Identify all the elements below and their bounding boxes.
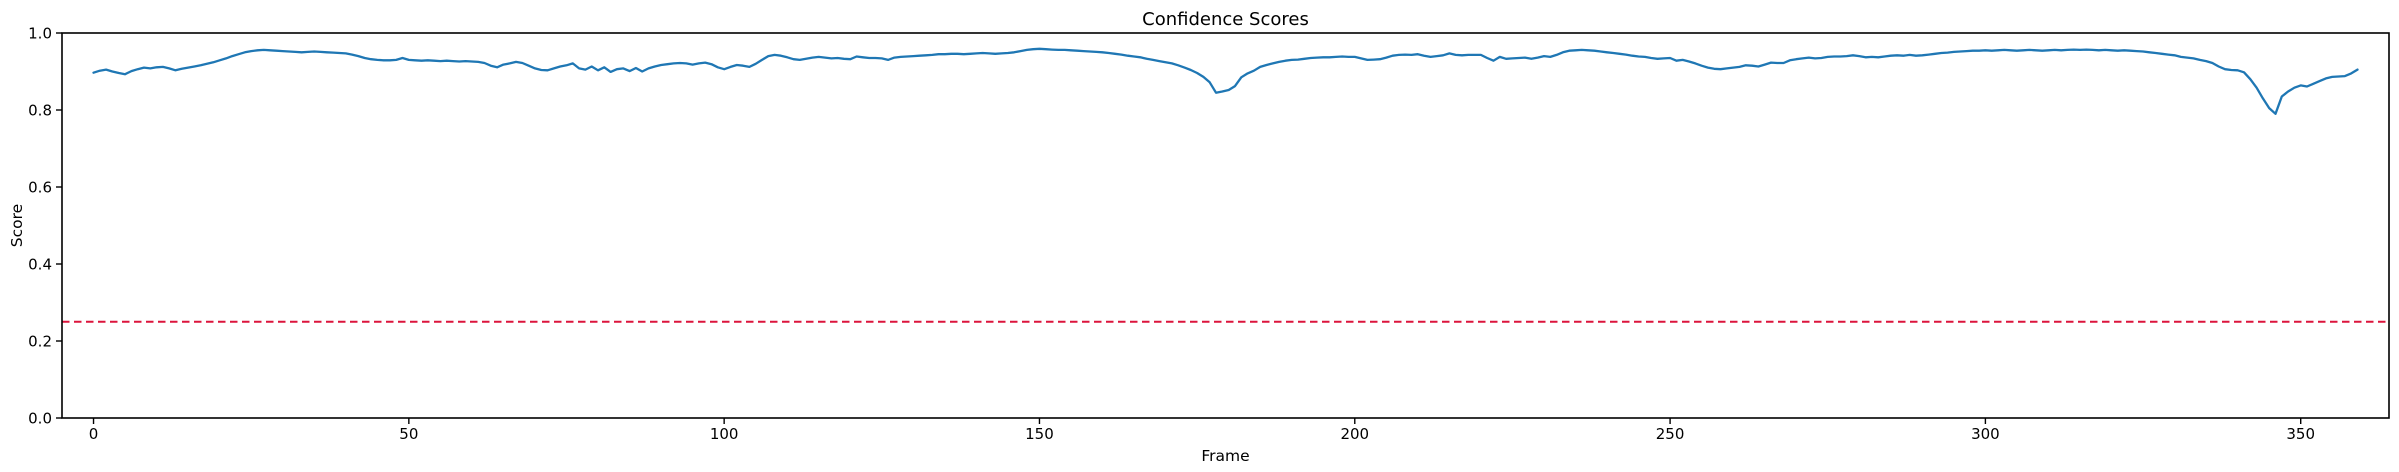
y-tick-label: 0.4 <box>28 256 52 274</box>
y-tick-label: 1.0 <box>28 25 52 43</box>
x-tick-label: 150 <box>1025 425 1054 443</box>
y-tick-label: 0.2 <box>28 333 52 351</box>
x-tick-label: 250 <box>1656 425 1685 443</box>
y-tick-label: 0.8 <box>28 102 52 120</box>
axis-ticks-layer: 0 50 100 150 200 250 300 350 0.0 0.2 0.4 0.6 0.8 1.0 <box>28 25 2315 444</box>
x-tick-label: 300 <box>1971 425 2000 443</box>
x-tick-label: 0 <box>89 425 99 443</box>
plot-data-layer <box>62 47 2389 323</box>
x-tick-label: 50 <box>399 425 418 443</box>
plot-area <box>61 32 2390 419</box>
y-tick-label: 0.0 <box>28 410 52 428</box>
chart-title: Confidence Scores <box>1142 9 1309 30</box>
x-tick-label: 100 <box>710 425 739 443</box>
y-axis-label: Score <box>8 204 26 247</box>
y-tick-label: 0.6 <box>28 179 52 197</box>
x-axis-label: Frame <box>1201 447 1249 465</box>
x-tick-label: 350 <box>2286 425 2315 443</box>
confidence-score-line <box>92 47 2359 115</box>
x-tick-label: 200 <box>1340 425 1369 443</box>
